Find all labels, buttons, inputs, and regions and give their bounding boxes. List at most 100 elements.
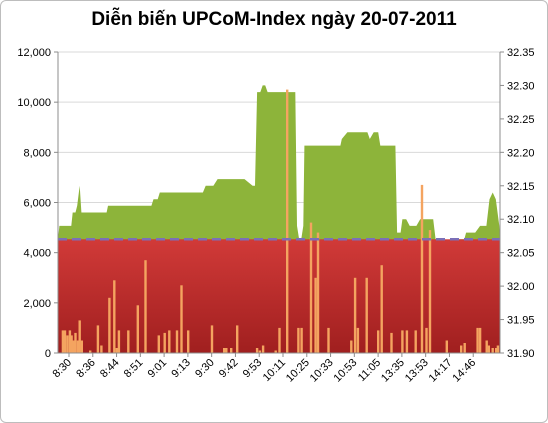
x-tick-label: 8:36 [74,357,98,381]
chart-title: Diễn biến UPCoM-Index ngày 20-07-2011 [91,9,457,30]
volume-bar [136,305,139,353]
volume-bar [210,325,214,353]
volume-bar [236,325,239,353]
right-tick-label: 32.35 [507,47,535,59]
volume-bar [420,184,424,353]
x-tick-label: 9:42 [217,357,241,381]
x-tick-label: 14:17 [427,357,455,385]
volume-bar [223,348,226,353]
volume-bar [460,345,463,353]
volume-bar [485,340,488,353]
right-tick-label: 32.00 [507,281,535,293]
volume-bar [428,230,432,353]
x-tick-label: 9:13 [169,357,193,381]
right-axis-ticks: 31.90 31.95 32.00 32.05 32.10 32.15 32.20 32.25… [500,47,535,360]
volume-bar [180,285,183,353]
right-tick-label: 32.25 [507,114,535,126]
volume-bar [115,348,118,353]
volume-bar [274,350,277,353]
volume-bar [278,327,281,353]
volume-bar [316,232,320,353]
x-tick-label: 9:01 [146,357,170,381]
left-tick-label: 2,000 [23,298,51,310]
left-axis-ticks: 0 2,000 4,000 6,000 8,000 10,000 12,000 [17,47,58,360]
right-tick-label: 32.05 [507,248,535,260]
volume-bar [108,297,111,353]
volume-bar [76,340,80,353]
volume-bar [380,265,383,353]
x-tick-label: 11:05 [356,357,383,384]
x-tick-label: 10:25 [284,357,312,385]
volume-bar [100,345,103,353]
volume-bars [61,89,500,354]
x-tick-label: 10:53 [332,357,360,385]
volume-bar [495,348,498,353]
volume-bar [89,350,92,353]
volume-bar [74,332,77,353]
volume-bar [80,340,83,353]
volume-bar [350,340,353,353]
left-tick-label: 8,000 [23,147,51,159]
left-tick-label: 4,000 [23,248,51,260]
volume-bar [225,348,228,353]
volume-bar [390,332,393,353]
x-tick-label: 8:51 [122,357,146,381]
x-tick-label: 8:30 [50,357,74,381]
volume-bar [496,345,500,353]
left-tick-label: 12,000 [17,47,51,59]
right-tick-label: 32.30 [507,80,535,92]
volume-bar [61,330,65,353]
volume-bar [401,330,404,353]
volume-bar [300,327,303,353]
volume-bar [78,320,81,353]
volume-bar [297,327,300,353]
volume-bar [68,330,72,353]
volume-bar [309,222,313,353]
volume-bar [463,343,466,353]
volume-bar [286,89,289,353]
volume-bar [168,330,171,353]
x-tick-label: 9:30 [193,357,217,381]
volume-bar [261,345,265,353]
volume-bar [144,260,147,353]
volume-bar [117,330,121,353]
volume-bar [157,335,160,353]
volume-bar [478,327,482,353]
right-tick-label: 32.10 [507,214,535,226]
right-tick-label: 31.95 [507,315,535,327]
x-tick-label: 14:46 [450,357,478,385]
volume-bar [187,330,190,353]
volume-bar [476,327,479,353]
volume-bar [127,330,130,353]
volume-bar [66,335,69,353]
volume-bar [377,330,380,353]
volume-bar [255,348,259,353]
volume-bar [405,330,409,353]
volume-bar [230,348,233,353]
x-tick-label: 13:35 [379,357,407,385]
volume-bar [175,330,179,353]
volume-bar [327,327,330,353]
volume-bar [258,350,262,353]
volume-bar [96,325,100,353]
volume-bar [491,348,494,353]
volume-bar [414,330,417,353]
x-tick-label: 10:33 [308,357,336,385]
volume-bar [314,277,317,354]
left-tick-label: 6,000 [23,198,51,210]
left-tick-label: 0 [45,348,51,360]
volume-bar [70,335,73,353]
volume-bar [445,340,448,353]
volume-bar [425,327,428,353]
x-axis-ticks: 8:30 8:36 8:44 8:51 9:01 9:13 9:30 9:42 9:5310:1… [50,353,478,385]
volume-bar [72,340,75,353]
volume-bar [365,277,368,354]
volume-bar [63,330,67,353]
right-tick-label: 31.90 [507,348,535,360]
x-tick-label: 10:11 [261,357,288,384]
left-tick-label: 10,000 [17,97,51,109]
x-tick-label: 13:53 [403,357,431,385]
right-tick-label: 32.15 [507,181,535,193]
volume-bar [113,280,116,353]
